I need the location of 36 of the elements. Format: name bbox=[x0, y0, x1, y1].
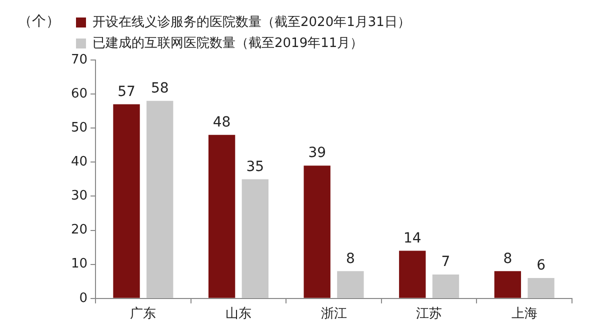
data-label: 48 bbox=[212, 114, 231, 131]
data-label: 57 bbox=[118, 84, 136, 100]
bar bbox=[432, 274, 460, 298]
data-label: 58 bbox=[150, 80, 169, 97]
data-label: 8 bbox=[503, 250, 512, 267]
data-label: 7 bbox=[441, 254, 450, 270]
data-label: 35 bbox=[246, 158, 264, 175]
data-label: 14 bbox=[403, 230, 422, 246]
legend-label: 已建成的互联网医院数量（截至2019年11月） bbox=[92, 36, 364, 51]
bar bbox=[528, 278, 554, 298]
y-tick-label: 10 bbox=[70, 256, 88, 272]
data-label: 39 bbox=[308, 145, 326, 162]
data-label: 6 bbox=[536, 258, 546, 274]
x-tick-label: 广东 bbox=[130, 306, 156, 322]
y-axis-title: （个） bbox=[18, 14, 60, 30]
y-tick-label: 40 bbox=[70, 154, 88, 170]
bar bbox=[494, 271, 522, 298]
y-tick-label: 60 bbox=[70, 86, 88, 102]
x-tick-label: 上海 bbox=[511, 306, 538, 322]
bar bbox=[399, 250, 426, 298]
bar bbox=[208, 134, 236, 298]
bar bbox=[242, 179, 268, 298]
legend-label: 开设在线义诊服务的医院数量（截至2020年1月31日） bbox=[92, 14, 410, 30]
bar bbox=[146, 100, 174, 298]
bar bbox=[337, 271, 364, 298]
y-tick-label: 20 bbox=[70, 222, 88, 238]
y-tick-label: 0 bbox=[79, 290, 88, 306]
x-tick-label: 山东 bbox=[225, 306, 252, 322]
data-label: 8 bbox=[346, 250, 355, 267]
x-tick-label: 江苏 bbox=[416, 306, 442, 322]
y-tick-label: 70 bbox=[70, 52, 88, 68]
x-tick-label: 浙江 bbox=[320, 306, 347, 322]
bar bbox=[113, 104, 140, 298]
y-tick-label: 50 bbox=[70, 120, 88, 136]
bar bbox=[304, 166, 330, 298]
y-tick-label: 30 bbox=[70, 188, 88, 204]
